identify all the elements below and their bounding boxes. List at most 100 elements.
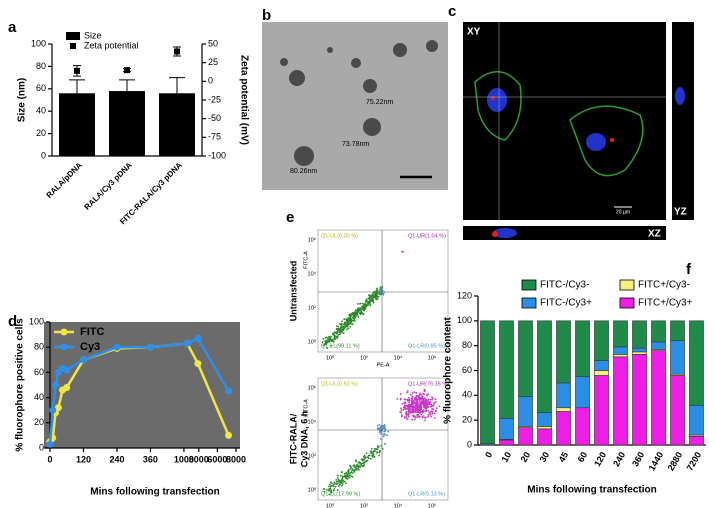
series-point <box>194 334 202 342</box>
event-dot <box>378 454 381 457</box>
bar <box>159 93 195 156</box>
bar-segment <box>594 370 609 376</box>
event-dot <box>341 484 343 487</box>
event-dot <box>365 304 368 306</box>
y-tick-label: 60 <box>34 367 44 377</box>
tem-image: 75.22nm 73.78nm 80.26nm <box>262 22 448 190</box>
panel-letter: f <box>686 261 692 278</box>
event-dot <box>348 320 350 322</box>
event-dot <box>328 483 331 486</box>
view-label: YZ <box>674 207 687 218</box>
event-dot <box>357 303 359 305</box>
event-dot <box>334 337 337 340</box>
event-dot <box>341 483 344 485</box>
series-point <box>183 339 191 347</box>
event-dot <box>401 402 404 405</box>
event-dot <box>367 454 370 457</box>
event-dot <box>382 424 384 427</box>
y2-tick-label: -25 <box>208 94 221 104</box>
bar-segment <box>556 411 571 446</box>
event-dot <box>342 325 345 328</box>
y-tick-label: 20 <box>462 415 472 425</box>
x-tick-label: 2880 <box>666 450 685 472</box>
flow-cytometry: Q1-UL(0.00 %) Q1-UR(1.04 %) Q1-LL(98.11 %)… <box>288 229 449 508</box>
size-label: 80.26nm <box>290 168 317 175</box>
event-dot <box>357 315 360 318</box>
confocal-image: 20 µm XY YZ XZ <box>463 22 694 240</box>
event-dot <box>433 417 436 419</box>
plot-background <box>44 322 240 448</box>
event-dot <box>338 483 341 486</box>
y-tick-label: 40 <box>34 392 44 402</box>
event-dot <box>401 250 404 253</box>
event-dot <box>351 468 354 470</box>
event-dot <box>374 293 376 296</box>
bar-segment <box>632 351 647 355</box>
event-dot <box>338 331 340 333</box>
event-dot <box>351 323 354 325</box>
event-dot <box>348 314 351 317</box>
event-dot <box>369 457 372 460</box>
event-dot <box>415 398 417 401</box>
event-dot <box>373 447 376 450</box>
event-dot <box>336 325 338 327</box>
event-dot <box>411 399 413 401</box>
event-dot <box>414 418 416 421</box>
event-dot <box>328 336 331 339</box>
event-dot <box>352 315 355 318</box>
event-dot <box>370 452 373 454</box>
event-dot <box>433 401 436 404</box>
bar-segment <box>689 404 704 436</box>
legend-swatch <box>70 43 76 49</box>
event-dot <box>324 342 326 345</box>
bar-segment <box>537 428 552 446</box>
event-dot <box>348 476 351 479</box>
event-dot <box>364 302 367 304</box>
bar <box>109 91 145 156</box>
legend-label: Zeta potential <box>84 40 139 50</box>
event-dot <box>422 415 424 417</box>
event-dot <box>334 335 337 338</box>
event-dot <box>410 393 412 396</box>
event-dot <box>342 479 344 482</box>
event-dot <box>375 448 378 451</box>
event-dot <box>423 404 426 407</box>
bar-segment <box>575 376 590 409</box>
event-dot <box>379 287 382 290</box>
event-dot <box>330 335 332 338</box>
event-dot <box>415 416 417 418</box>
x-tick-label: 0 <box>47 454 52 464</box>
legend-label: Size <box>84 30 102 40</box>
event-dot <box>341 330 343 333</box>
event-dot <box>383 424 386 426</box>
y-axis-label: FITC-A <box>303 251 309 269</box>
event-dot <box>323 490 326 493</box>
event-dot <box>346 321 349 323</box>
event-dot <box>414 411 417 413</box>
event-dot <box>351 475 354 478</box>
event-dot <box>345 477 348 480</box>
y-axis-label: % fluorophore positive cells <box>15 318 26 452</box>
event-dot <box>363 454 366 457</box>
tem-background <box>262 22 448 190</box>
event-dot <box>347 469 350 472</box>
event-dot <box>434 398 437 401</box>
event-dot <box>419 408 422 411</box>
event-dot <box>419 397 422 400</box>
event-dot <box>345 322 348 325</box>
event-dot <box>361 308 364 311</box>
series-point <box>225 431 233 439</box>
bar-segment <box>651 320 666 343</box>
event-dot <box>322 337 325 340</box>
quadrant-label: Q1-LL(98.11 %) <box>321 343 360 349</box>
event-dot <box>429 398 432 401</box>
event-dot <box>382 435 385 438</box>
quadrant-label: Q1-LL(17.99 %) <box>321 491 360 497</box>
event-dot <box>423 416 426 419</box>
event-dot <box>430 405 433 408</box>
event-dot <box>408 401 410 404</box>
event-dot <box>355 313 357 315</box>
event-dot <box>342 328 345 331</box>
x-tick-label: RALA/pDNA <box>45 160 85 200</box>
event-dot <box>336 477 339 479</box>
